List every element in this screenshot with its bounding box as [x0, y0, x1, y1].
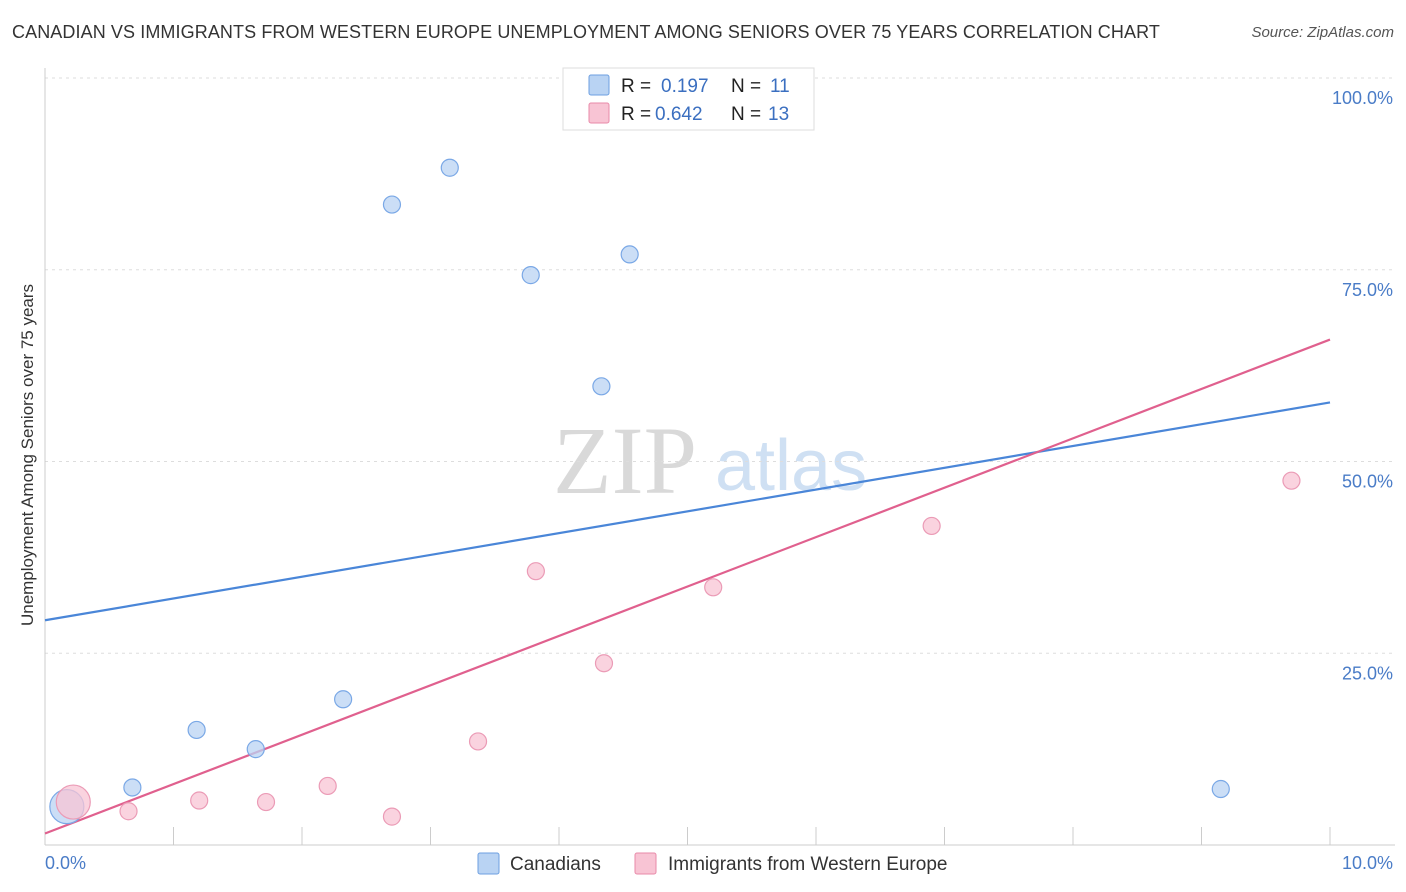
immigrants-point-10: [922, 516, 941, 536]
canadians-swatch: [588, 74, 610, 96]
immigrants-point-9: [704, 578, 723, 597]
trend-line-canadians: [44, 401, 1331, 622]
y-axis-title: Unemployment Among Seniors over 75 years: [18, 284, 37, 626]
y-tick-label-100: 100.0%: [1332, 88, 1393, 108]
immigrants-point-5: [382, 807, 402, 826]
canadians-r-value: 0.197: [661, 76, 709, 97]
gridlines: [45, 77, 1395, 654]
immigrants-n-label: N =: [731, 104, 761, 125]
canadians-r-label: R =: [621, 76, 651, 97]
stats-legend: R = 0.197 N = 11 R = 0.642 N = 13: [562, 67, 815, 131]
immigrants-n-value: 13: [768, 104, 789, 125]
x-tick-label-max: 10.0%: [1342, 853, 1393, 873]
legend-canadians-swatch: [477, 852, 500, 875]
canadians-point-4: [334, 690, 353, 709]
canadians-n-value: 11: [770, 76, 790, 97]
chart-title: CANADIAN VS IMMIGRANTS FROM WESTERN EURO…: [12, 22, 1160, 42]
immigrants-point-8: [594, 654, 614, 673]
canadians-point-9: [620, 245, 639, 264]
legend-immigrants-swatch: [634, 852, 657, 875]
source-label: Source: ZipAtlas.com: [1251, 24, 1394, 41]
legend-immigrants-label: Immigrants from Western Europe: [668, 854, 947, 875]
watermark-zip: ZIP: [553, 407, 697, 514]
y-tick-label-25: 25.0%: [1342, 663, 1393, 683]
immigrants-point-2: [190, 791, 209, 810]
immigrants-point-3: [256, 792, 276, 812]
canadians-point-10: [1211, 779, 1230, 799]
immigrants-swatch: [588, 102, 610, 124]
series-legend: Canadians Immigrants from Western Europe: [477, 852, 947, 875]
immigrants-point-7: [526, 562, 545, 581]
immigrants-point-4: [318, 776, 337, 796]
canadians-point-6: [440, 158, 459, 177]
canadians-point-2: [187, 720, 206, 740]
immigrants-r-value: 0.642: [655, 104, 703, 125]
canadians-point-1: [123, 778, 142, 797]
x-tick-marks: [173, 827, 1331, 845]
canadians-point-5: [382, 195, 402, 214]
immigrants-point-1: [119, 802, 138, 821]
immigrants-point-11: [1282, 471, 1301, 490]
axes: [44, 68, 1395, 846]
data-points: [49, 76, 1301, 826]
immigrants-r-label: R =: [621, 104, 651, 125]
y-tick-label-75: 75.0%: [1342, 280, 1393, 300]
x-tick-label-min: 0.0%: [45, 853, 86, 873]
canadians-n-label: N =: [731, 76, 761, 97]
legend-canadians-label: Canadians: [510, 854, 601, 875]
y-tick-label-50: 50.0%: [1342, 472, 1393, 492]
immigrants-point-6: [468, 732, 488, 751]
canadians-point-3: [246, 740, 265, 759]
y-tick-labels: 25.0% 50.0% 75.0% 100.0%: [1332, 88, 1393, 683]
canadians-point-8: [592, 377, 611, 396]
immigrants-point-0: [55, 784, 91, 820]
watermark-atlas: atlas: [715, 426, 867, 506]
canadians-point-7: [521, 266, 540, 285]
